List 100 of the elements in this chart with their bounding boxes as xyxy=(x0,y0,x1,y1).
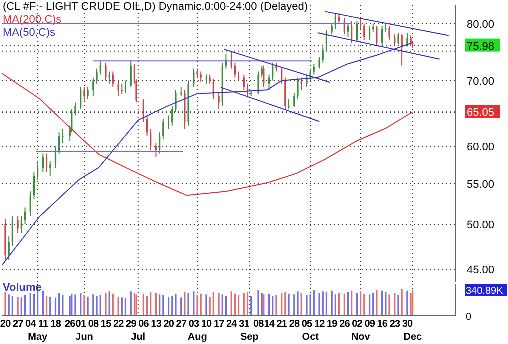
y-tick-label: 0 xyxy=(466,312,472,323)
candlestick xyxy=(108,71,110,84)
x2-tick-label: Sep xyxy=(240,332,259,343)
x2-tick-label: May xyxy=(28,332,48,343)
candlestick xyxy=(12,216,14,247)
candlestick xyxy=(322,46,324,64)
x-tick-label: 22 xyxy=(113,319,125,330)
candlestick xyxy=(36,160,39,180)
x-tick-label: 16 xyxy=(377,319,388,330)
x-tick-label: 13 xyxy=(151,319,162,330)
candlestick xyxy=(33,172,36,200)
candlestick xyxy=(331,23,333,36)
x-tick-label: 29 xyxy=(126,319,138,330)
candlestick xyxy=(118,80,120,97)
candlestick xyxy=(200,71,202,83)
x-tick-label: 12 xyxy=(314,319,326,330)
candlestick xyxy=(105,62,107,82)
candlestick xyxy=(150,128,152,151)
x-tick-label: 24 xyxy=(226,319,238,330)
candlestick xyxy=(368,26,371,41)
x2-tick-label: Dec xyxy=(404,332,423,343)
candlestick xyxy=(243,74,245,91)
x-tick-label: 23 xyxy=(390,319,401,330)
candlestick xyxy=(168,115,170,130)
x-tick-label: 20 xyxy=(164,319,175,330)
x-tick-label: 28 xyxy=(289,319,300,330)
candlestick xyxy=(172,105,174,126)
candlestick xyxy=(398,32,400,46)
candlestick xyxy=(58,132,60,154)
candlestick xyxy=(263,65,265,88)
candlestick xyxy=(388,26,390,41)
candlestick xyxy=(96,68,98,84)
candlestick xyxy=(238,71,240,82)
candlestick xyxy=(112,71,114,88)
candlestick xyxy=(17,216,19,234)
candlestick xyxy=(261,65,263,78)
y-tick-label: 80.00 xyxy=(467,18,495,31)
candlestick xyxy=(180,86,182,97)
candlestick xyxy=(318,56,320,70)
candlestick xyxy=(8,236,10,261)
x-tick-label: 31 xyxy=(239,319,250,330)
y-tick-label: 45.00 xyxy=(467,264,495,276)
candlestick xyxy=(300,77,302,91)
candlestick xyxy=(146,115,148,137)
candlestick xyxy=(155,142,158,158)
x-tick-label: 02 xyxy=(352,319,364,330)
x2-tick-label: Jun xyxy=(76,332,94,343)
candlestick xyxy=(218,92,220,110)
candlestick xyxy=(87,86,89,100)
line-series xyxy=(2,73,414,196)
candlestick xyxy=(410,35,412,46)
candlestick xyxy=(288,99,290,110)
x-tick-label: 27 xyxy=(12,319,24,330)
candlestick xyxy=(46,153,48,173)
candlestick xyxy=(54,146,57,170)
candlestick xyxy=(30,191,32,217)
y-tick-label: 65.05 xyxy=(467,107,495,120)
candlestick xyxy=(42,153,44,173)
x-tick-label: 05 xyxy=(302,319,314,330)
x-tick-label: 26 xyxy=(65,319,76,330)
candlestick xyxy=(80,86,82,110)
x-tick-label: 06 xyxy=(138,319,150,330)
x-tick-label: 08 xyxy=(88,319,100,330)
candlestick xyxy=(20,216,22,234)
x2-tick-label: Oct xyxy=(302,332,320,343)
candlestick xyxy=(193,68,195,88)
x2-tick-label: Jul xyxy=(131,332,146,343)
candlestick xyxy=(272,62,274,82)
y-tick-label: 70.00 xyxy=(467,76,495,88)
y-tick-label: 75.98 xyxy=(467,40,495,53)
x-tick-label: 18 xyxy=(50,319,62,330)
x-tick-label: 21 xyxy=(276,319,288,330)
y-tick-label: 60.00 xyxy=(467,142,495,154)
candlestick xyxy=(100,60,102,76)
candlestick xyxy=(394,34,396,46)
candlestick xyxy=(92,77,94,97)
x-tick-label: 27 xyxy=(176,319,188,330)
x-tick-label: 10 xyxy=(201,319,213,330)
y-tick-label: 50.00 xyxy=(467,219,495,232)
x-tick-label: 01 xyxy=(76,319,87,330)
candlestick xyxy=(121,83,123,95)
candlestick xyxy=(376,26,378,46)
x-tick-label: 15 xyxy=(100,319,112,330)
candlestick xyxy=(209,74,211,84)
x-tick-label: 09 xyxy=(364,319,376,330)
candlestick xyxy=(124,80,127,94)
x-tick-label: 04 xyxy=(26,319,37,330)
x-tick-label: 30 xyxy=(402,319,414,330)
chart-title: Volume xyxy=(3,282,42,294)
candlestick xyxy=(351,20,353,44)
candlestick xyxy=(356,20,358,42)
x-tick-label: 20 xyxy=(0,319,12,330)
candlestick xyxy=(347,23,350,38)
candlestick xyxy=(175,90,177,113)
x2-tick-label: Aug xyxy=(188,332,208,343)
candlestick xyxy=(401,34,403,66)
candlestick xyxy=(406,32,408,48)
candlestick xyxy=(162,118,164,140)
candlestick xyxy=(382,26,384,46)
x-tick-label: 17 xyxy=(214,319,226,330)
